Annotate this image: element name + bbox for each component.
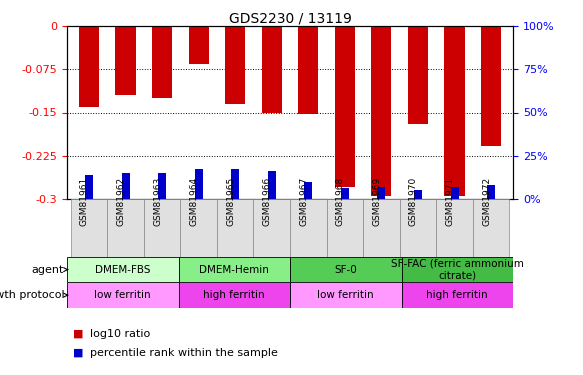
Bar	[195, 170, 203, 199]
Bar	[217, 199, 254, 257]
Bar	[402, 282, 513, 308]
Bar	[487, 185, 495, 199]
Bar	[436, 199, 473, 257]
Text: low ferritin: low ferritin	[318, 290, 374, 300]
Bar	[85, 175, 93, 199]
Bar	[290, 282, 402, 308]
Bar	[377, 187, 385, 199]
Text: GSM81967: GSM81967	[299, 177, 308, 226]
Text: GSM81963: GSM81963	[153, 177, 162, 226]
Bar	[178, 282, 290, 308]
Bar	[107, 199, 144, 257]
Text: high ferritin: high ferritin	[203, 290, 265, 300]
Bar	[115, 26, 136, 95]
Text: GSM81966: GSM81966	[263, 177, 272, 226]
Bar	[298, 26, 318, 114]
Bar	[290, 199, 326, 257]
Bar	[290, 257, 402, 282]
Text: DMEM-FBS: DMEM-FBS	[95, 265, 150, 274]
Text: GSM81961: GSM81961	[80, 177, 89, 226]
Bar	[67, 257, 178, 282]
Bar	[371, 26, 392, 196]
Bar	[158, 173, 166, 199]
Bar	[79, 26, 99, 107]
Text: ■: ■	[73, 329, 83, 339]
Text: GSM81962: GSM81962	[117, 177, 125, 226]
Text: SF-0: SF-0	[335, 265, 357, 274]
Text: DMEM-Hemin: DMEM-Hemin	[199, 265, 269, 274]
Text: GSM81971: GSM81971	[445, 177, 455, 226]
Bar	[481, 26, 501, 146]
Bar	[304, 182, 312, 199]
Bar	[363, 199, 400, 257]
Bar	[408, 26, 428, 124]
Bar	[180, 199, 217, 257]
Bar	[254, 199, 290, 257]
Bar	[414, 190, 422, 199]
Text: growth protocol: growth protocol	[0, 290, 64, 300]
Title: GDS2230 / 13119: GDS2230 / 13119	[229, 11, 352, 25]
Text: log10 ratio: log10 ratio	[90, 329, 150, 339]
Bar	[326, 199, 363, 257]
Text: SF-FAC (ferric ammonium
citrate): SF-FAC (ferric ammonium citrate)	[391, 259, 524, 280]
Bar	[71, 199, 107, 257]
Bar	[444, 26, 465, 196]
Bar	[225, 26, 245, 104]
Bar	[335, 26, 355, 187]
Bar	[231, 170, 239, 199]
Text: percentile rank within the sample: percentile rank within the sample	[90, 348, 278, 358]
Text: GSM81972: GSM81972	[482, 177, 491, 226]
Bar	[121, 173, 129, 199]
Bar	[144, 199, 180, 257]
Text: high ferritin: high ferritin	[427, 290, 488, 300]
Text: ■: ■	[73, 348, 83, 358]
Bar	[341, 188, 349, 199]
Bar	[402, 257, 513, 282]
Text: GSM81970: GSM81970	[409, 177, 418, 226]
Bar	[473, 199, 510, 257]
Bar	[152, 26, 172, 98]
Text: GSM81964: GSM81964	[189, 177, 199, 226]
Bar	[451, 187, 459, 199]
Text: GSM81969: GSM81969	[373, 177, 381, 226]
Bar	[188, 26, 209, 64]
Bar	[178, 257, 290, 282]
Bar	[268, 171, 276, 199]
Bar	[262, 26, 282, 112]
Text: agent: agent	[31, 265, 64, 274]
Bar	[67, 282, 178, 308]
Text: GSM81968: GSM81968	[336, 177, 345, 226]
Text: low ferritin: low ferritin	[94, 290, 151, 300]
Bar	[400, 199, 436, 257]
Text: GSM81965: GSM81965	[226, 177, 235, 226]
